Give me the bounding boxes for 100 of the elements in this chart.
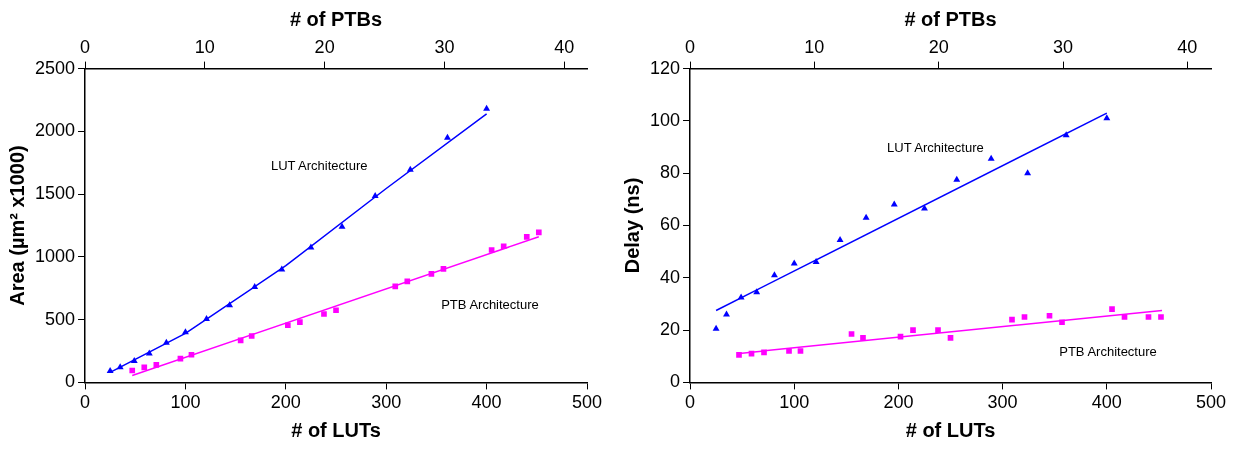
- point: [1145, 314, 1152, 320]
- y-tick-label: 1500: [35, 183, 76, 204]
- point: [129, 367, 136, 374]
- point: [406, 165, 414, 172]
- x2-tick-label: 30: [434, 36, 455, 57]
- point: [786, 348, 792, 354]
- x-tick-label: 300: [371, 392, 402, 413]
- point: [812, 258, 820, 265]
- point: [333, 307, 339, 314]
- point: [1059, 319, 1065, 326]
- point: [1158, 314, 1164, 320]
- x2-tick-label: 30: [1053, 36, 1074, 57]
- point: [947, 335, 954, 341]
- point: [145, 349, 153, 356]
- point: [153, 362, 160, 368]
- x2-tick-label: 10: [804, 36, 825, 57]
- point: [371, 192, 379, 198]
- point: [1009, 316, 1015, 323]
- y-tick-label: 500: [45, 308, 76, 329]
- point: [106, 367, 114, 374]
- point: [523, 233, 530, 240]
- series-label: LUT Architecture: [887, 139, 984, 155]
- y-tick-label: 2500: [35, 57, 76, 78]
- point: [181, 328, 189, 335]
- x-tick-label: 400: [1091, 392, 1122, 413]
- point: [203, 315, 210, 322]
- point: [1021, 314, 1028, 320]
- point: [500, 243, 507, 250]
- point: [1103, 114, 1111, 121]
- y-tick-label: 0: [65, 371, 76, 392]
- point: [338, 222, 346, 229]
- series-label: LUT Architecture: [270, 157, 368, 173]
- point: [188, 351, 195, 358]
- point: [251, 283, 259, 290]
- point: [483, 104, 491, 111]
- x-tick-label: 0: [685, 392, 696, 413]
- x-tick-label: 400: [471, 392, 502, 413]
- x2-tick-label: 40: [554, 36, 575, 57]
- point: [1062, 131, 1070, 138]
- point: [1046, 312, 1053, 319]
- point: [535, 229, 542, 236]
- point: [141, 364, 148, 371]
- point: [761, 349, 767, 356]
- point: [404, 278, 411, 285]
- x-tick-label: 200: [883, 392, 914, 413]
- point: [1024, 169, 1032, 176]
- point: [130, 357, 138, 364]
- point: [890, 200, 898, 207]
- point: [428, 271, 435, 277]
- point: [392, 283, 399, 290]
- x-tick-label: 100: [779, 392, 810, 413]
- y-tick-label: 0: [670, 371, 681, 392]
- point: [860, 335, 866, 341]
- x-tick-label: 100: [170, 392, 201, 413]
- x-axis-title: # of LUTs: [905, 418, 996, 441]
- x2-tick-label: 0: [80, 36, 91, 57]
- x-tick-label: 0: [80, 392, 91, 413]
- point: [910, 327, 916, 333]
- point: [226, 301, 234, 308]
- x2-axis-title: # of PTBs: [289, 7, 383, 30]
- x-tick-label: 500: [571, 392, 603, 413]
- series-label: PTB Architecture: [1059, 344, 1157, 360]
- point: [488, 247, 495, 253]
- x2-tick-label: 10: [194, 36, 215, 57]
- point: [753, 288, 761, 295]
- point: [987, 154, 995, 161]
- point: [440, 265, 447, 272]
- point: [935, 327, 941, 333]
- point: [953, 175, 961, 182]
- x2-tick-label: 40: [1177, 36, 1198, 57]
- y-tick-label: 40: [660, 266, 681, 287]
- point: [862, 213, 870, 220]
- y-tick-label: 1000: [35, 245, 76, 266]
- point: [1109, 306, 1115, 313]
- point: [443, 133, 451, 140]
- point: [321, 311, 327, 317]
- point: [116, 363, 124, 370]
- y-tick-label: 2000: [35, 120, 76, 141]
- point: [162, 338, 170, 345]
- y-tick-label: 120: [649, 57, 681, 78]
- x-axis-title: # of LUTs: [291, 418, 381, 441]
- x2-tick-label: 0: [685, 36, 696, 57]
- x-tick-label: 300: [987, 392, 1018, 413]
- point: [1121, 314, 1128, 320]
- y-tick-label: 60: [660, 214, 681, 235]
- point: [736, 352, 742, 358]
- point: [770, 271, 778, 278]
- point: [297, 319, 303, 325]
- x2-tick-label: 20: [928, 36, 949, 57]
- y-tick-label: 100: [649, 109, 681, 130]
- point: [712, 324, 720, 331]
- x-tick-label: 500: [1195, 392, 1227, 413]
- series-label: PTB Architecture: [441, 297, 539, 313]
- y-axis-title: Area (µm² x1000): [5, 145, 28, 306]
- x2-axis-title: # of PTBs: [904, 7, 997, 30]
- point: [848, 331, 855, 337]
- y-tick-label: 20: [660, 319, 681, 340]
- x-tick-label: 200: [270, 392, 301, 413]
- y-tick-label: 80: [660, 162, 681, 183]
- point: [921, 204, 928, 211]
